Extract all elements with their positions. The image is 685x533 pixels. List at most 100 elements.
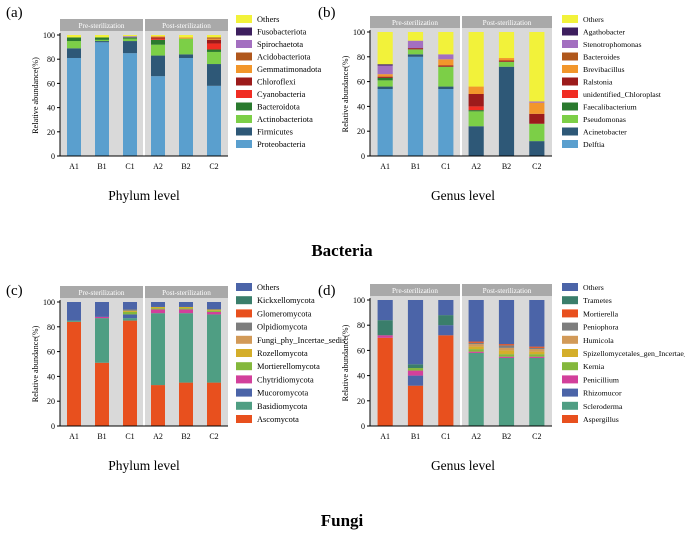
bar-segment: [67, 320, 81, 322]
x-tick-label: A1: [380, 432, 390, 441]
bar-segment: [179, 38, 193, 55]
bar-segment: [123, 35, 137, 37]
bar-segment: [498, 350, 515, 355]
legend-label: Trametes: [583, 296, 612, 305]
bar-segment: [207, 43, 221, 50]
legend-swatch: [236, 415, 252, 423]
group-label-fungi: Fungi: [321, 511, 364, 530]
y-tick-label: 0: [51, 152, 55, 161]
bar-segment: [207, 311, 221, 315]
bar-segment: [207, 49, 221, 52]
legend-swatch: [562, 140, 578, 148]
legend-label: Brevibacillus: [583, 65, 625, 74]
bar-segment: [468, 106, 484, 111]
legend-swatch: [236, 40, 252, 48]
bar-segment: [67, 321, 81, 426]
y-tick-label: 60: [47, 348, 55, 357]
legend-label: Olpidiomycota: [257, 323, 308, 332]
bar-segment: [468, 110, 484, 112]
bar-segment: [95, 318, 109, 363]
bar-segment: [377, 337, 393, 426]
legend-swatch: [236, 140, 252, 148]
bar-segment: [468, 126, 484, 156]
legend-label: Ascomycota: [257, 415, 299, 424]
bar-segment: [123, 38, 137, 42]
condition-header: [145, 19, 228, 31]
bar-segment: [407, 370, 424, 376]
bar-segment: [67, 57, 81, 156]
condition-header: [60, 19, 143, 31]
bar-segment: [151, 39, 165, 45]
condition-header: [462, 16, 552, 28]
condition-label: Post-sterilization: [483, 287, 532, 295]
bar-segment: [468, 32, 484, 87]
y-tick-label: 0: [361, 422, 365, 431]
bar-segment: [498, 356, 515, 358]
x-tick-label: A1: [69, 432, 79, 441]
legend-swatch: [562, 283, 578, 291]
legend-swatch: [236, 90, 252, 98]
bar-segment: [529, 32, 545, 102]
bar-segment: [377, 320, 393, 336]
bar-segment: [207, 309, 221, 311]
legend-label: Kernia: [583, 362, 605, 371]
legend-swatch: [236, 349, 252, 357]
bar-segment: [529, 356, 545, 358]
legend-swatch: [236, 283, 252, 291]
bar-segment: [529, 141, 545, 156]
y-tick-label: 100: [353, 28, 365, 37]
bar-segment: [468, 86, 484, 94]
bar-segment: [438, 335, 454, 426]
bar-segment: [151, 55, 165, 77]
bar-segment: [468, 351, 484, 353]
legend-label: Firmicutes: [257, 128, 293, 137]
y-tick-label: 80: [47, 55, 55, 64]
bar-segment: [498, 32, 515, 59]
legend-label: Penicillium: [583, 375, 619, 384]
bar-segment: [438, 65, 454, 67]
legend-swatch: [236, 65, 252, 73]
bar-segment: [95, 35, 109, 38]
legend-label: Proteobacteria: [257, 140, 306, 149]
bar-segment: [468, 300, 484, 342]
legend-swatch: [236, 115, 252, 123]
legend-swatch: [562, 335, 578, 344]
x-tick-label: C2: [209, 162, 218, 171]
y-axis-title: Relative abundance(%): [341, 324, 350, 401]
legend-swatch: [236, 77, 252, 86]
bar-segment: [207, 310, 221, 312]
bar-segment: [151, 313, 165, 386]
y-tick-label: 40: [47, 372, 55, 381]
bar-segment: [123, 36, 137, 38]
chart-panel-b: Pre-sterilization Post-sterilization A1 B1 C…: [341, 15, 662, 203]
legend-swatch: [562, 115, 578, 123]
y-tick-label: 60: [357, 78, 365, 87]
bar-segment: [498, 300, 515, 345]
bar-segment: [207, 382, 221, 426]
bar-segment: [179, 309, 193, 314]
bar-segment: [95, 37, 109, 40]
bar-segment: [407, 54, 424, 57]
bar-segment: [179, 306, 193, 309]
legend-label: unidentified_Chloroplast: [583, 90, 662, 99]
bar-segment: [529, 357, 545, 426]
x-tick-label: C2: [209, 432, 218, 441]
bar-segment: [179, 302, 193, 307]
bar-segment: [468, 94, 484, 107]
y-tick-label: 0: [361, 152, 365, 161]
bar-segment: [123, 314, 137, 319]
bar-segment: [151, 385, 165, 426]
bar-segment: [179, 37, 193, 39]
bar-segment: [377, 300, 393, 321]
bar-segment: [207, 85, 221, 156]
condition-label: Pre-sterilization: [392, 287, 438, 295]
legend-label: Cyanobacteria: [257, 90, 306, 99]
bar-segment: [123, 311, 137, 315]
legend-label: Ralstonia: [583, 78, 613, 87]
y-tick-label: 40: [357, 372, 365, 381]
bar-segment: [151, 35, 165, 37]
bar-segment: [377, 32, 393, 65]
bar-segment: [179, 57, 193, 156]
condition-label: Pre-sterilization: [392, 19, 438, 27]
legend-label: Chytridiomycota: [257, 375, 314, 384]
